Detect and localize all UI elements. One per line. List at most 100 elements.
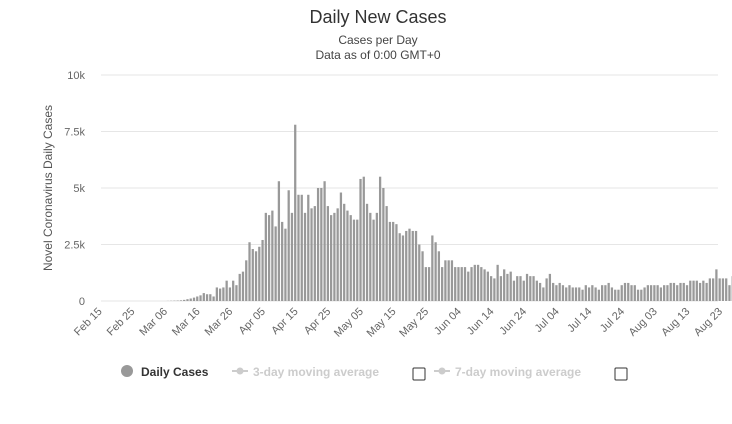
bar[interactable]: [245, 260, 247, 301]
bar[interactable]: [356, 220, 358, 301]
bar[interactable]: [402, 235, 404, 301]
bar[interactable]: [483, 269, 485, 301]
bar[interactable]: [559, 283, 561, 301]
bar[interactable]: [474, 265, 476, 301]
bar[interactable]: [193, 298, 195, 301]
bar[interactable]: [653, 285, 655, 301]
bar[interactable]: [242, 272, 244, 301]
bar[interactable]: [275, 226, 277, 301]
bar[interactable]: [330, 215, 332, 301]
bar[interactable]: [340, 193, 342, 301]
bar[interactable]: [418, 245, 420, 302]
bar[interactable]: [226, 281, 228, 301]
bar[interactable]: [611, 287, 613, 301]
bar[interactable]: [190, 299, 192, 301]
bar[interactable]: [666, 285, 668, 301]
bar[interactable]: [206, 294, 208, 301]
bar[interactable]: [709, 278, 711, 301]
bar[interactable]: [608, 283, 610, 301]
bar[interactable]: [480, 267, 482, 301]
bar[interactable]: [591, 285, 593, 301]
bar[interactable]: [487, 272, 489, 301]
bar[interactable]: [503, 269, 505, 301]
bar[interactable]: [621, 285, 623, 301]
bar[interactable]: [408, 229, 410, 301]
legend-item-daily-cases[interactable]: Daily Cases: [121, 365, 209, 379]
bar[interactable]: [529, 276, 531, 301]
bar[interactable]: [568, 285, 570, 301]
bar[interactable]: [222, 287, 224, 301]
legend-item-7-day-moving-average[interactable]: 7-day moving average: [434, 365, 581, 379]
bar[interactable]: [555, 285, 557, 301]
bar[interactable]: [552, 283, 554, 301]
bar[interactable]: [379, 177, 381, 301]
bar[interactable]: [506, 274, 508, 301]
bar[interactable]: [317, 188, 319, 301]
bar[interactable]: [307, 195, 309, 301]
bar[interactable]: [441, 267, 443, 301]
bar[interactable]: [457, 267, 459, 301]
bar[interactable]: [392, 222, 394, 301]
bar[interactable]: [438, 251, 440, 301]
bar[interactable]: [271, 211, 273, 301]
bar[interactable]: [291, 213, 293, 301]
bar[interactable]: [350, 215, 352, 301]
bar[interactable]: [536, 281, 538, 301]
bar[interactable]: [366, 204, 368, 301]
bar[interactable]: [670, 283, 672, 301]
bar[interactable]: [196, 296, 198, 301]
bar[interactable]: [444, 260, 446, 301]
bar[interactable]: [320, 188, 322, 301]
bar[interactable]: [239, 274, 241, 301]
bar[interactable]: [702, 281, 704, 301]
bar[interactable]: [412, 231, 414, 301]
bar[interactable]: [216, 287, 218, 301]
bar[interactable]: [493, 278, 495, 301]
bar[interactable]: [692, 281, 694, 301]
bar[interactable]: [477, 265, 479, 301]
bar[interactable]: [722, 278, 724, 301]
bar[interactable]: [549, 274, 551, 301]
bar[interactable]: [415, 231, 417, 301]
bar[interactable]: [497, 265, 499, 301]
bar[interactable]: [683, 283, 685, 301]
bar[interactable]: [604, 285, 606, 301]
bar[interactable]: [630, 285, 632, 301]
bar[interactable]: [265, 213, 267, 301]
bar[interactable]: [310, 208, 312, 301]
bar[interactable]: [454, 267, 456, 301]
legend-checkbox-7-day[interactable]: [615, 368, 627, 380]
bar[interactable]: [581, 290, 583, 301]
bar[interactable]: [705, 283, 707, 301]
bar[interactable]: [327, 206, 329, 301]
bar[interactable]: [382, 188, 384, 301]
bar[interactable]: [715, 269, 717, 301]
bar[interactable]: [650, 285, 652, 301]
bar[interactable]: [337, 208, 339, 301]
bar[interactable]: [281, 222, 283, 301]
bar[interactable]: [640, 290, 642, 301]
bar[interactable]: [369, 213, 371, 301]
bar[interactable]: [297, 195, 299, 301]
bar[interactable]: [219, 289, 221, 301]
bar[interactable]: [464, 267, 466, 301]
bar[interactable]: [526, 274, 528, 301]
bar[interactable]: [712, 278, 714, 301]
bar[interactable]: [601, 285, 603, 301]
bar[interactable]: [333, 213, 335, 301]
bar[interactable]: [657, 285, 659, 301]
bar[interactable]: [301, 195, 303, 301]
bar[interactable]: [258, 247, 260, 301]
bar[interactable]: [255, 251, 257, 301]
bar[interactable]: [679, 283, 681, 301]
bar[interactable]: [490, 276, 492, 301]
bar[interactable]: [614, 290, 616, 301]
bar[interactable]: [183, 300, 185, 301]
bar[interactable]: [572, 287, 574, 301]
bar[interactable]: [278, 181, 280, 301]
bar[interactable]: [346, 211, 348, 301]
bar[interactable]: [353, 220, 355, 301]
bar[interactable]: [728, 285, 730, 301]
legend-checkbox-3-day[interactable]: [413, 368, 425, 380]
